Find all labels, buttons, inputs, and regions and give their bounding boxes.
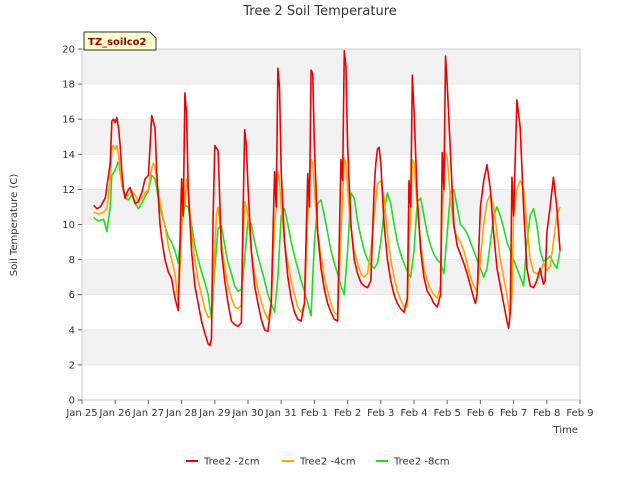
x-tick-label: Feb 3 <box>367 408 394 419</box>
x-axis-ticks: Jan 25 Jan 26 Jan 27 Jan 28 Jan 29 Jan 30 Jan … <box>65 400 594 419</box>
grid-bands <box>82 49 580 365</box>
legend-label: Tree2 -2cm <box>203 457 260 468</box>
grid-band <box>82 49 580 85</box>
legend-label: Tree2 -8cm <box>393 457 450 468</box>
y-tick-label: 18 <box>62 80 75 91</box>
grid-band <box>82 329 580 365</box>
x-tick-label: Jan 31 <box>265 408 297 419</box>
y-tick-label: 8 <box>69 255 75 266</box>
legend-label: Tree2 -4cm <box>299 457 356 468</box>
y-axis-ticks: 0 2 4 6 8 10 12 14 16 18 20 <box>62 45 82 407</box>
x-tick-label: Feb 7 <box>500 408 527 419</box>
x-tick-label: Feb 5 <box>434 408 461 419</box>
x-tick-label: Jan 27 <box>132 408 164 419</box>
x-tick-label: Feb 4 <box>400 408 427 419</box>
series-line-tree2-8cm <box>93 160 561 321</box>
y-tick-label: 14 <box>62 150 75 161</box>
series-layer <box>93 49 561 347</box>
y-tick-label: 6 <box>69 290 75 301</box>
y-tick-label: 4 <box>69 325 75 336</box>
y-tick-label: 12 <box>62 185 75 196</box>
y-axis-label: Soil Temperature (C) <box>9 174 20 277</box>
x-tick-label: Feb 8 <box>533 408 560 419</box>
series-line-tree2-2cm <box>93 49 561 347</box>
x-axis-label: Time <box>553 425 578 436</box>
y-tick-label: 2 <box>69 360 75 371</box>
legend: Tree2 -2cm Tree2 -4cm Tree2 -8cm <box>186 457 450 468</box>
x-tick-label: Feb 1 <box>301 408 328 419</box>
y-tick-label: 0 <box>69 396 75 407</box>
x-tick-label: Jan 30 <box>231 408 263 419</box>
dataset-badge: TZ_soilco2 <box>83 31 157 51</box>
y-tick-label: 16 <box>62 115 75 126</box>
x-tick-label: Feb 9 <box>566 408 593 419</box>
x-tick-label: Feb 6 <box>467 408 494 419</box>
x-tick-label: Feb 2 <box>334 408 361 419</box>
grid-band <box>82 189 580 225</box>
x-tick-label: Jan 28 <box>165 408 197 419</box>
x-tick-label: Jan 25 <box>65 408 97 419</box>
chart-title: Tree 2 Soil Temperature <box>242 4 397 19</box>
x-tick-label: Jan 26 <box>99 408 131 419</box>
badge-box <box>83 31 157 51</box>
grid-band <box>82 119 580 155</box>
y-tick-label: 20 <box>62 45 75 56</box>
badge-label: TZ_soilco2 <box>88 37 147 48</box>
y-tick-label: 10 <box>62 220 75 231</box>
x-tick-label: Jan 29 <box>198 408 230 419</box>
